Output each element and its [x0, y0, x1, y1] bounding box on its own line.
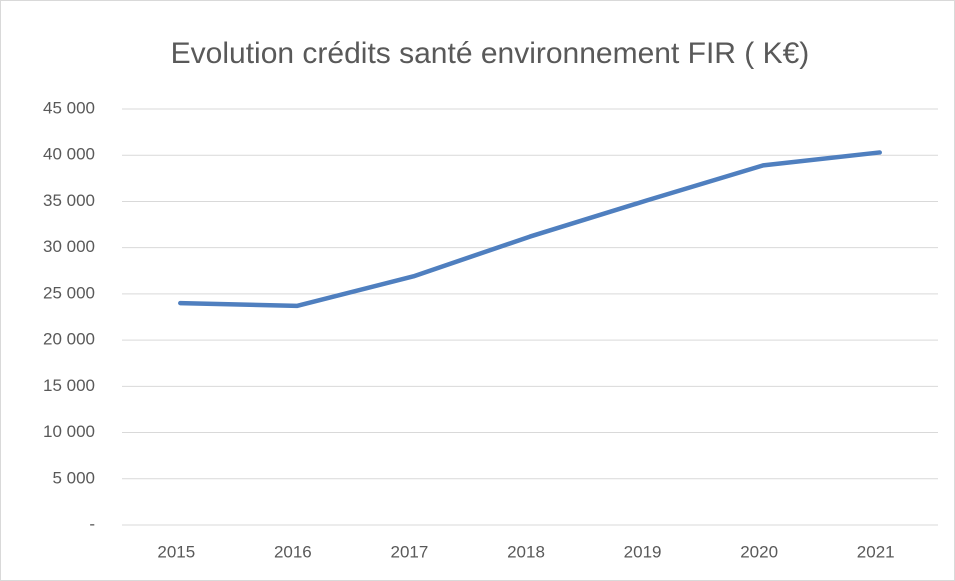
x-tick-label: 2019	[624, 542, 662, 561]
y-tick-label: 10 000	[43, 422, 95, 441]
x-tick-label: 2015	[157, 542, 195, 561]
line-series	[178, 150, 882, 309]
x-tick-label: 2016	[274, 542, 312, 561]
y-tick-label: 40 000	[43, 145, 95, 164]
y-tick-label: 5 000	[52, 468, 95, 487]
y-tick-label: 30 000	[43, 237, 95, 256]
y-tick-label: 45 000	[43, 98, 95, 117]
x-tick-label: 2020	[740, 542, 778, 561]
x-tick-label: 2017	[391, 542, 429, 561]
x-tick-label: 2021	[857, 542, 895, 561]
chart-title: Evolution crédits santé environnement FI…	[171, 37, 810, 70]
y-tick-label: 15 000	[43, 376, 95, 395]
y-tick-label: 35 000	[43, 191, 95, 210]
x-tick-label: 2018	[507, 542, 545, 561]
y-tick-label: 25 000	[43, 283, 95, 302]
y-tick-label: 20 000	[43, 330, 95, 349]
y-tick-label: -	[89, 514, 95, 533]
